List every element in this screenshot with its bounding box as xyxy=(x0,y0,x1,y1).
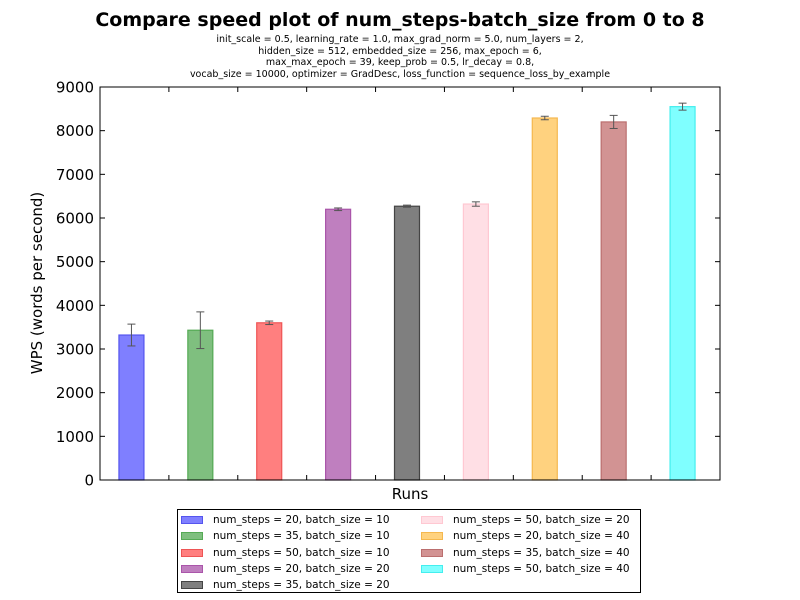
bars-layer xyxy=(118,106,696,481)
subtitle-line-3: max_max_epoch = 39, keep_prob = 0.5, lr_… xyxy=(265,57,535,68)
plot-frame xyxy=(99,86,721,481)
legend-swatch xyxy=(421,532,443,541)
legend-label: num_steps = 50, batch_size = 40 xyxy=(453,562,630,575)
legend-label: num_steps = 35, batch_size = 20 xyxy=(213,579,390,592)
x-axis-label: Runs xyxy=(392,485,429,503)
y-tick-label: 4000 xyxy=(56,297,94,315)
bar-6 xyxy=(462,203,489,481)
legend-swatch xyxy=(181,516,203,524)
subtitle-line-1: init_scale = 0.5, learning_rate = 1.0, m… xyxy=(216,34,584,45)
legend-swatch xyxy=(181,532,203,541)
subtitle-line-2: hidden_size = 512, embedded_size = 256, … xyxy=(258,45,542,57)
y-tick-label: 9000 xyxy=(56,79,94,97)
chart-legend: num_steps = 20, batch_size = 10 num_steps… xyxy=(177,509,641,593)
y-tick-label: 7000 xyxy=(56,166,94,184)
x-axis xyxy=(168,87,652,480)
subtitle-line-4: vocab_size = 10000, optimizer = GradDesc… xyxy=(189,68,611,80)
legend-label: num_steps = 50, batch_size = 20 xyxy=(453,514,630,526)
chart-title: Compare speed plot of num_steps-batch_si… xyxy=(95,9,705,31)
legend-swatch xyxy=(421,516,443,524)
y-tick-label: 1000 xyxy=(56,428,94,446)
bar-2 xyxy=(187,329,214,481)
y-axis-label: WPS (words per second) xyxy=(28,192,46,375)
bar-1 xyxy=(118,334,145,481)
legend-swatch xyxy=(421,564,443,573)
legend-label: num_steps = 35, batch_size = 10 xyxy=(213,530,390,543)
legend-swatch xyxy=(181,548,203,557)
bar-8 xyxy=(600,121,627,481)
legend-label: num_steps = 20, batch_size = 40 xyxy=(453,530,630,543)
bar-9 xyxy=(669,106,696,481)
legend-label: num_steps = 20, batch_size = 20 xyxy=(213,562,390,575)
y-tick-label: 3000 xyxy=(56,341,94,359)
y-tick-label: 5000 xyxy=(56,253,94,271)
y-axis: 0 1000 2000 3000 4000 5000 6000 7000 8000 9000 xyxy=(56,79,720,490)
legend-label: num_steps = 20, batch_size = 10 xyxy=(213,514,390,526)
bar-7 xyxy=(531,117,558,481)
bar-5 xyxy=(393,205,421,481)
legend-swatch xyxy=(181,564,203,573)
legend-swatch xyxy=(181,581,203,590)
chart-subtitle: init_scale = 0.5, learning_rate = 1.0, m… xyxy=(0,34,800,80)
legend-swatch xyxy=(421,548,443,557)
error-bars-layer xyxy=(127,102,687,350)
legend-label: num_steps = 35, batch_size = 40 xyxy=(453,546,630,559)
legend-label: num_steps = 50, batch_size = 10 xyxy=(213,546,390,559)
y-tick-label: 6000 xyxy=(56,210,94,228)
y-tick-label: 0 xyxy=(84,472,94,490)
bar-4 xyxy=(325,208,352,481)
bar-3 xyxy=(256,322,283,481)
y-tick-label: 2000 xyxy=(56,384,94,402)
y-tick-label: 8000 xyxy=(56,122,94,140)
